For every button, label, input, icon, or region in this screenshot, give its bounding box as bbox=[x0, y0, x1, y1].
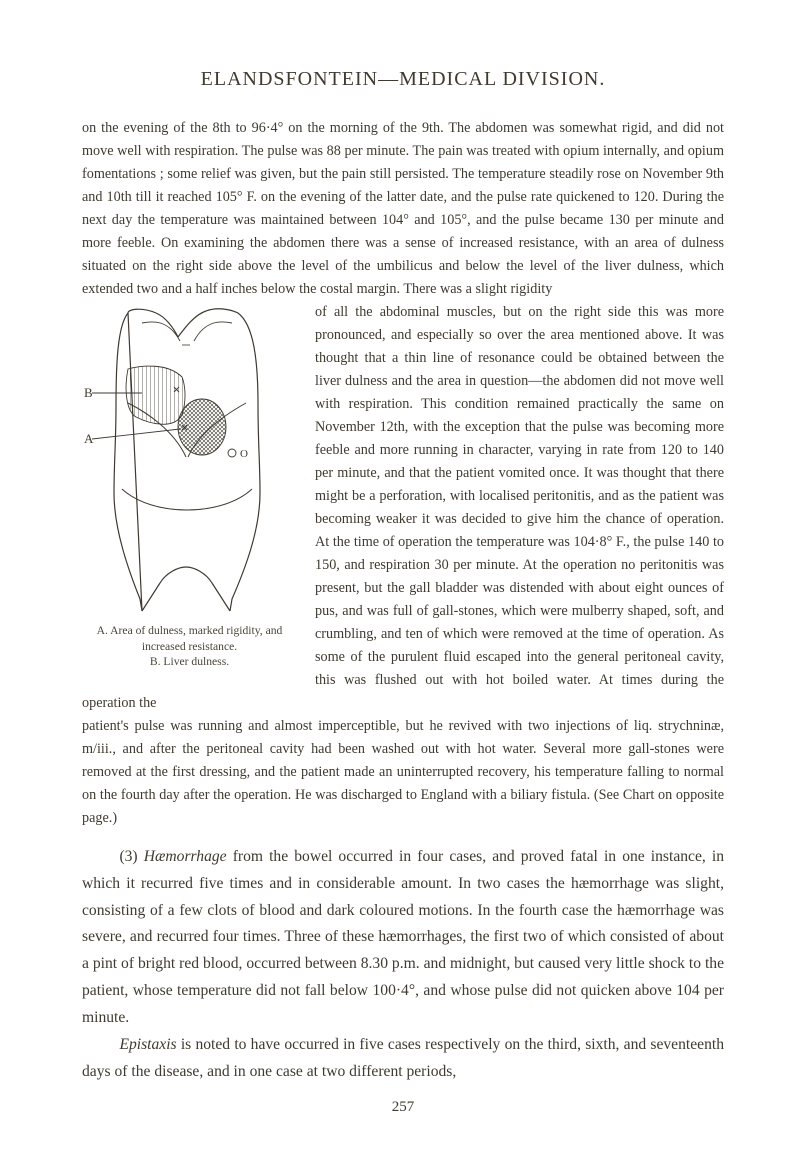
torso-diagram: B A O bbox=[82, 307, 297, 617]
caption-line-a: A. Area of dulness, marked rigidity, and… bbox=[97, 624, 283, 653]
epistaxis-text: is noted to have occurred in five cases … bbox=[82, 1036, 724, 1080]
item-number-3: (3) bbox=[119, 848, 143, 865]
figure-label-a: A bbox=[84, 431, 94, 446]
paragraph-haemorrhage: (3) Hæmorrhage from the bowel occurred i… bbox=[82, 844, 724, 1032]
epistaxis-term: Epistaxis bbox=[119, 1036, 176, 1053]
paragraph-epistaxis: Epistaxis is noted to have occurred in f… bbox=[82, 1032, 724, 1086]
anatomy-figure: B A O A. Area of dulness, marked rigidit… bbox=[82, 307, 297, 670]
caption-line-b: B. Liver dulness. bbox=[150, 655, 229, 668]
haemorrhage-term: Hæmorrhage bbox=[144, 848, 227, 865]
paragraph-after-figure: patient's pulse was running and almost i… bbox=[82, 715, 724, 830]
haemorrhage-text: from the bowel occurred in four cases, a… bbox=[82, 848, 724, 1026]
figure-label-o: O bbox=[240, 448, 248, 460]
float-section: B A O A. Area of dulness, marked rigidit… bbox=[82, 301, 724, 715]
paragraph-intro: on the evening of the 8th to 96·4° on th… bbox=[82, 117, 724, 301]
figure-label-b: B bbox=[84, 385, 93, 400]
page: ELANDSFONTEIN—MEDICAL DIVISION. on the e… bbox=[0, 0, 800, 1156]
page-title: ELANDSFONTEIN—MEDICAL DIVISION. bbox=[82, 68, 724, 91]
figure-caption: A. Area of dulness, marked rigidity, and… bbox=[82, 623, 297, 670]
